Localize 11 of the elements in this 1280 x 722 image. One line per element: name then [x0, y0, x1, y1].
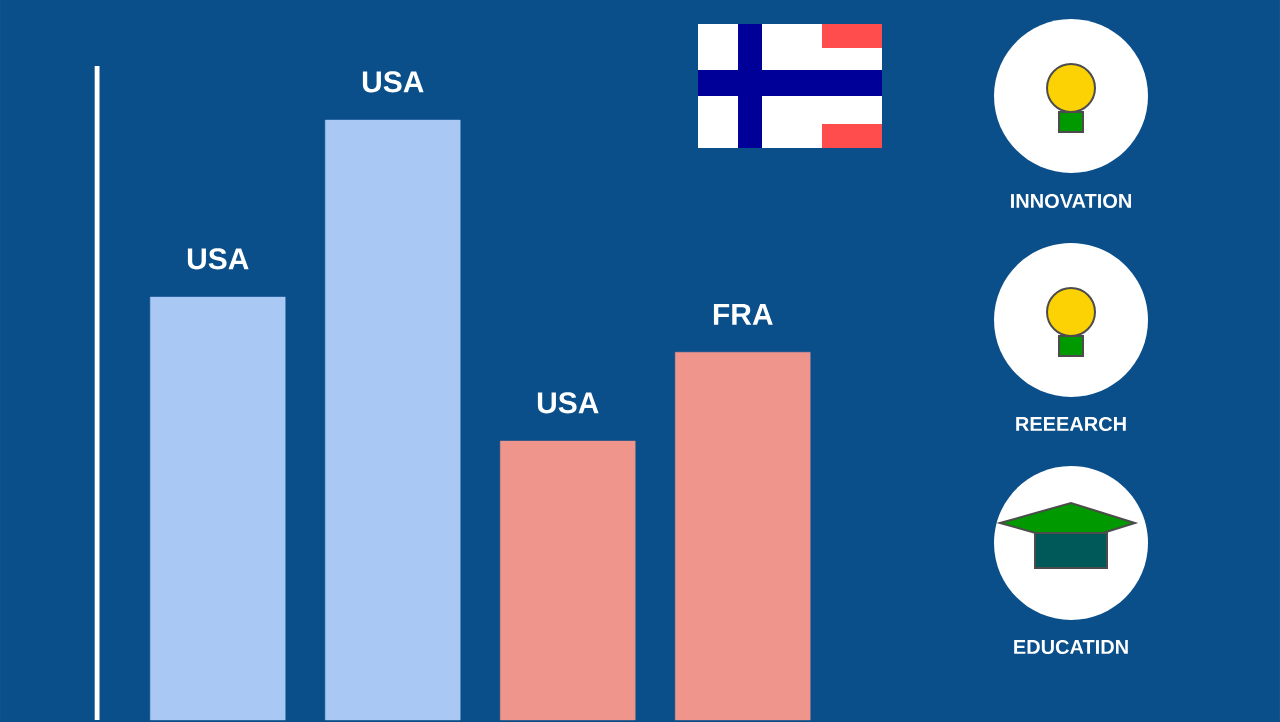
text: INNOVATION	[1011, 193, 1131, 208]
bar	[675, 351, 811, 720]
x-tick-label: USA	[362, 70, 424, 93]
text: EDUCATIDN	[1014, 639, 1128, 654]
text: REEEARCH	[1016, 416, 1126, 431]
x-tick-label: USA	[537, 391, 599, 414]
bar	[500, 440, 636, 720]
bar	[150, 296, 286, 720]
x-tick-label: FRA	[713, 303, 773, 325]
bar	[325, 119, 461, 720]
x-tick-label: USA	[187, 247, 249, 270]
